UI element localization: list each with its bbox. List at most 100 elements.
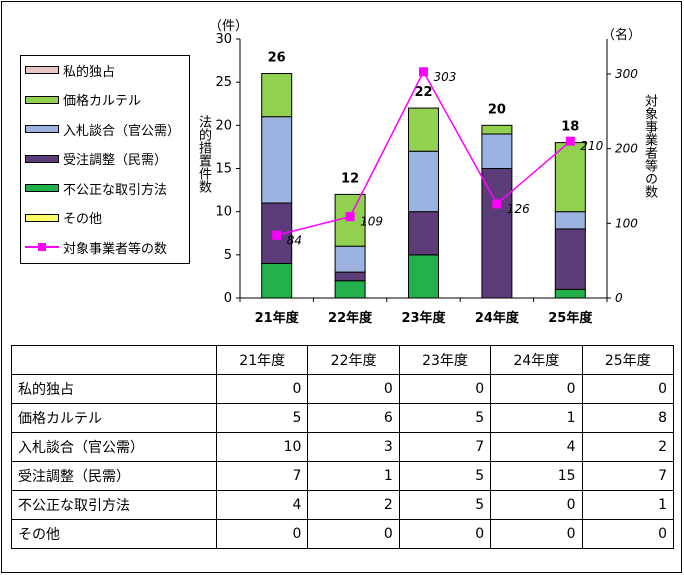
bar-segment (334, 280, 366, 299)
table-cell: 0 (490, 519, 583, 549)
table-header-cell (11, 345, 217, 375)
left-tick-label: 20 (215, 118, 232, 133)
table-row-label: 受注調整（民需） (11, 461, 217, 491)
table-cell: 0 (490, 374, 583, 404)
left-tick-label: 30 (215, 32, 232, 47)
line-point (272, 230, 282, 240)
left-tick-label: 10 (215, 205, 232, 220)
left-tick-label: 5 (224, 248, 232, 263)
table-row: 不公正な取引方法 4 2 5 0 1 (11, 490, 675, 520)
table-cell: 15 (490, 461, 583, 491)
line-point-label: 126 (507, 202, 530, 216)
left-tick-label: 25 (215, 75, 232, 90)
legend-color-swatch (25, 213, 59, 222)
table-row-label: 私的独占 (11, 374, 217, 404)
right-tick-label: 0 (615, 291, 623, 305)
table-cell: 1 (307, 461, 400, 491)
table-cell: 4 (490, 432, 583, 462)
bar-total-label: 26 (268, 51, 286, 66)
bar-total-label: 20 (488, 102, 506, 117)
legend-label: 対象事業者等の数 (63, 241, 168, 257)
legend-label: 私的独占 (63, 64, 116, 80)
table-cell: 0 (581, 519, 675, 549)
bar-segment (261, 116, 293, 204)
legend-color-swatch (25, 184, 59, 192)
bar-segment (554, 228, 586, 290)
table-row-label: その他 (11, 519, 217, 549)
legend-item: その他 (25, 209, 102, 227)
line-point-label: 84 (287, 233, 302, 247)
right-axis-label: 対象事業者等の数 (642, 94, 657, 198)
right-axis-unit: （名） (602, 28, 642, 43)
table-header-cell: 21年度 (215, 345, 309, 375)
legend: 私的独占価格カルテル入札談合（官公需） 受注調整（民需） 不公正な取引方法 その他対象… (20, 55, 190, 264)
x-tick-label: 25年度 (548, 310, 593, 326)
right-tick-label: 300 (615, 67, 638, 81)
legend-color-swatch (25, 154, 59, 163)
table-cell: 1 (490, 403, 583, 433)
legend-line-swatch (25, 241, 59, 253)
x-axis: 21年度 22年度 23年度 24年度 25年度 (239, 297, 608, 326)
left-axis-unit: （件） (209, 19, 249, 34)
table-header-cell: 24年度 (490, 345, 583, 375)
table-row: 入札談合（官公需） 10 3 7 4 2 (11, 432, 675, 462)
right-tick-label: 200 (615, 142, 638, 156)
table-row-label: 入札談合（官公需） (11, 432, 217, 462)
legend-label: 不公正な取引方法 (63, 182, 168, 198)
legend-label: 受注調整（民需） (63, 153, 168, 168)
table-cell: 0 (307, 519, 400, 549)
table-cell: 5 (215, 403, 309, 433)
table-cell: 5 (398, 490, 492, 520)
table-cell: 2 (307, 490, 400, 520)
bar-segment (408, 107, 439, 152)
line-point-label: 303 (434, 70, 457, 84)
line-point (565, 136, 575, 146)
bar-segment (408, 150, 439, 213)
table-cell: 3 (307, 432, 400, 462)
bar-segment (481, 124, 513, 135)
table-row: その他 0 0 0 0 0 (11, 519, 675, 549)
table-header-cell: 22年度 (307, 345, 400, 375)
legend-item: 価格カルテル (25, 91, 141, 109)
legend-item: 私的独占 (25, 61, 116, 80)
legend-color-swatch (25, 125, 59, 133)
stacked-bars: 26 12 22 20 18 (261, 51, 586, 299)
table-row-label: 不公正な取引方法 (11, 490, 217, 520)
bar-segment (481, 168, 513, 299)
legend-color-swatch (25, 95, 59, 104)
bar-segment (408, 211, 439, 256)
legend-label: その他 (63, 212, 103, 227)
table-header-cell: 25年度 (581, 345, 675, 375)
line-series: 84 109 303 126 210 (272, 67, 604, 247)
table-cell: 10 (215, 432, 309, 462)
bar-segment (261, 73, 293, 118)
bar-segment (408, 254, 439, 299)
bar-segment (554, 142, 586, 213)
bar-segment (554, 288, 586, 299)
bar-total-label: 22 (414, 85, 432, 100)
table-cell: 0 (307, 374, 400, 404)
table-cell: 7 (215, 461, 309, 491)
table-header-row: 21年度 22年度 23年度 24年度 25年度 (11, 345, 675, 375)
bar-segment (334, 245, 366, 273)
table-cell: 5 (398, 403, 492, 433)
line-point (345, 212, 355, 222)
legend-item: 入札談合（官公需） (25, 120, 180, 139)
table-cell: 0 (215, 374, 309, 404)
legend-item: 不公正な取引方法 (25, 179, 168, 198)
table-header-cell: 23年度 (398, 345, 492, 375)
table-cell: 2 (581, 432, 675, 462)
left-tick-label: 0 (224, 291, 232, 306)
line-point (419, 67, 428, 77)
table-row: 私的独占 0 0 0 0 0 (11, 374, 675, 404)
line-point-label: 210 (580, 139, 603, 153)
legend-label: 価格カルテル (63, 94, 142, 109)
legend-item: 受注調整（民需） (25, 150, 167, 168)
table-cell: 0 (398, 519, 492, 549)
bar-segment (334, 271, 366, 282)
x-tick-label: 24年度 (475, 310, 520, 326)
line-point-label: 109 (360, 215, 383, 229)
table-cell: 6 (307, 403, 400, 433)
